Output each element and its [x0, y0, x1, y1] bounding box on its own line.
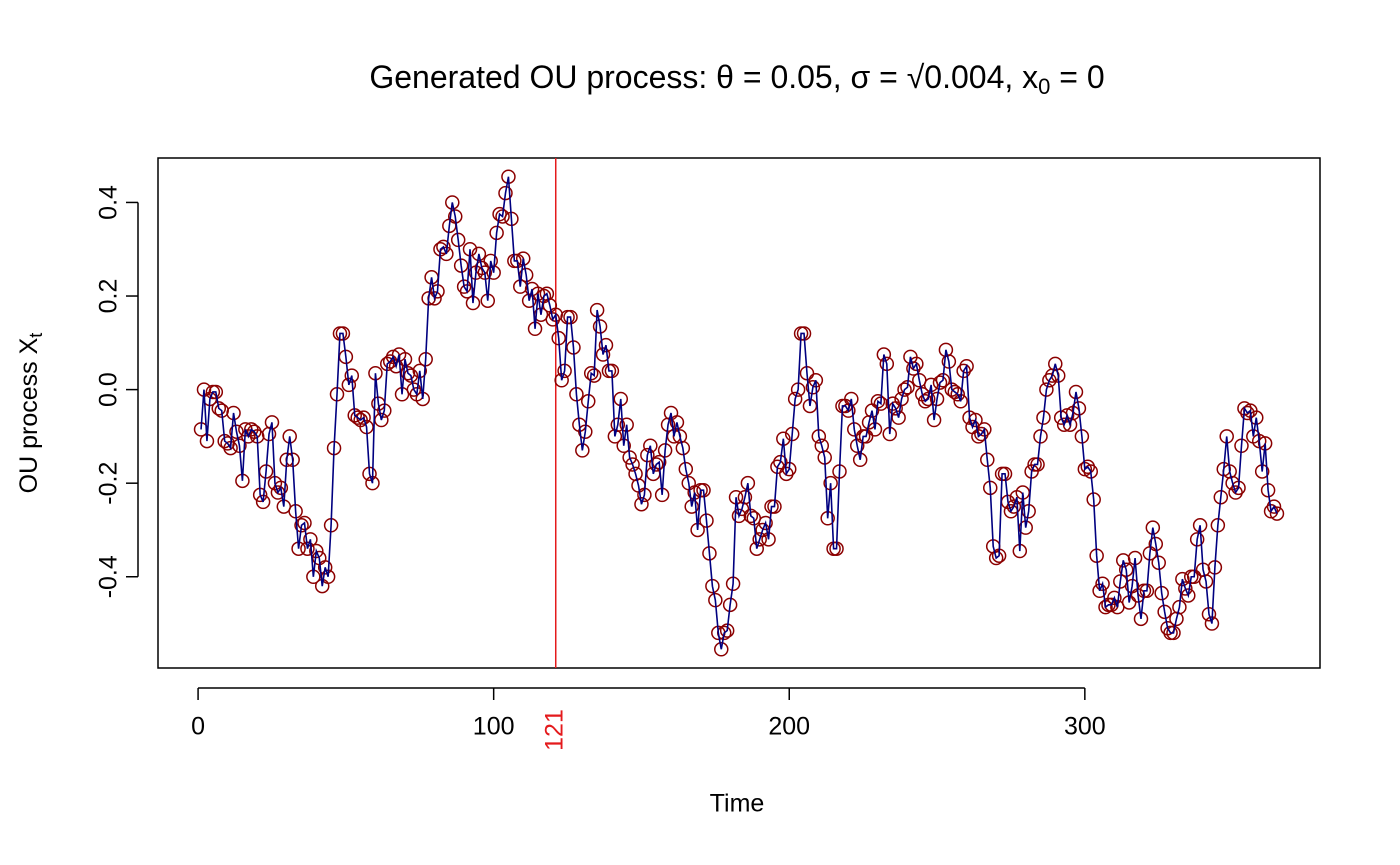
- point: [929, 391, 945, 407]
- point: [211, 401, 227, 416]
- point: [445, 195, 460, 210]
- point: [1266, 499, 1282, 514]
- point: [1095, 576, 1110, 592]
- point: [495, 209, 510, 224]
- point: [1157, 604, 1172, 620]
- x-tick-label: 0: [191, 713, 205, 741]
- point: [294, 518, 309, 533]
- point: [208, 384, 224, 400]
- point: [1068, 384, 1084, 400]
- y-axis-label: OU process Xt: [15, 333, 46, 494]
- point: [447, 209, 463, 224]
- y-tick-label: 0.2: [95, 279, 123, 314]
- point: [731, 508, 747, 524]
- point: [752, 532, 767, 547]
- point: [1166, 625, 1181, 641]
- title-subscript: 0: [1038, 74, 1050, 99]
- point: [714, 642, 729, 657]
- y-label-text: OU process X: [15, 337, 43, 493]
- point: [894, 391, 909, 407]
- point: [1181, 588, 1196, 603]
- point: [932, 375, 948, 390]
- point: [648, 457, 664, 472]
- x-axis-label: Time: [710, 790, 765, 818]
- point: [675, 440, 691, 456]
- y-tick-label: -0.2: [95, 462, 123, 505]
- point: [988, 550, 1004, 566]
- chart-title: Generated OU process: θ = 0.05, σ = √0.0…: [369, 59, 1104, 98]
- title-text: Generated OU process: θ = 0.05, σ = √0.0…: [369, 59, 1038, 95]
- point: [737, 489, 753, 505]
- point: [758, 515, 773, 531]
- point: [625, 457, 640, 472]
- point: [471, 246, 487, 262]
- point: [678, 461, 694, 477]
- point: [950, 387, 965, 402]
- point: [773, 454, 788, 470]
- x-tick-label: 100: [473, 713, 515, 741]
- point: [498, 185, 513, 201]
- point: [920, 391, 936, 407]
- point: [634, 496, 649, 512]
- point: [669, 415, 685, 430]
- point: [805, 380, 821, 395]
- vertical-marker-label: 121: [540, 709, 568, 751]
- x-tick-label: 300: [1064, 713, 1106, 741]
- point: [852, 452, 868, 468]
- point: [335, 326, 351, 341]
- point: [1148, 536, 1164, 552]
- point: [684, 499, 699, 514]
- title-text: = 0: [1050, 59, 1104, 95]
- point: [1006, 499, 1022, 514]
- point: [1269, 506, 1285, 521]
- point: [317, 560, 333, 575]
- point: [858, 429, 874, 444]
- x-tick-label: 200: [768, 713, 810, 741]
- point: [273, 480, 289, 496]
- point: [282, 429, 297, 444]
- point: [1178, 581, 1193, 596]
- y-tick-label: 0.4: [95, 185, 123, 220]
- y-tick-label: 0.0: [95, 372, 123, 407]
- point: [897, 382, 912, 397]
- point: [436, 239, 451, 255]
- point: [968, 412, 983, 428]
- y-tick-label: -0.4: [95, 555, 123, 598]
- plot-frame: [157, 157, 1321, 669]
- point: [1249, 410, 1264, 425]
- point: [1107, 590, 1122, 606]
- series-line: [200, 176, 1278, 650]
- y-label-subscript: t: [26, 333, 46, 338]
- point: [1240, 405, 1255, 421]
